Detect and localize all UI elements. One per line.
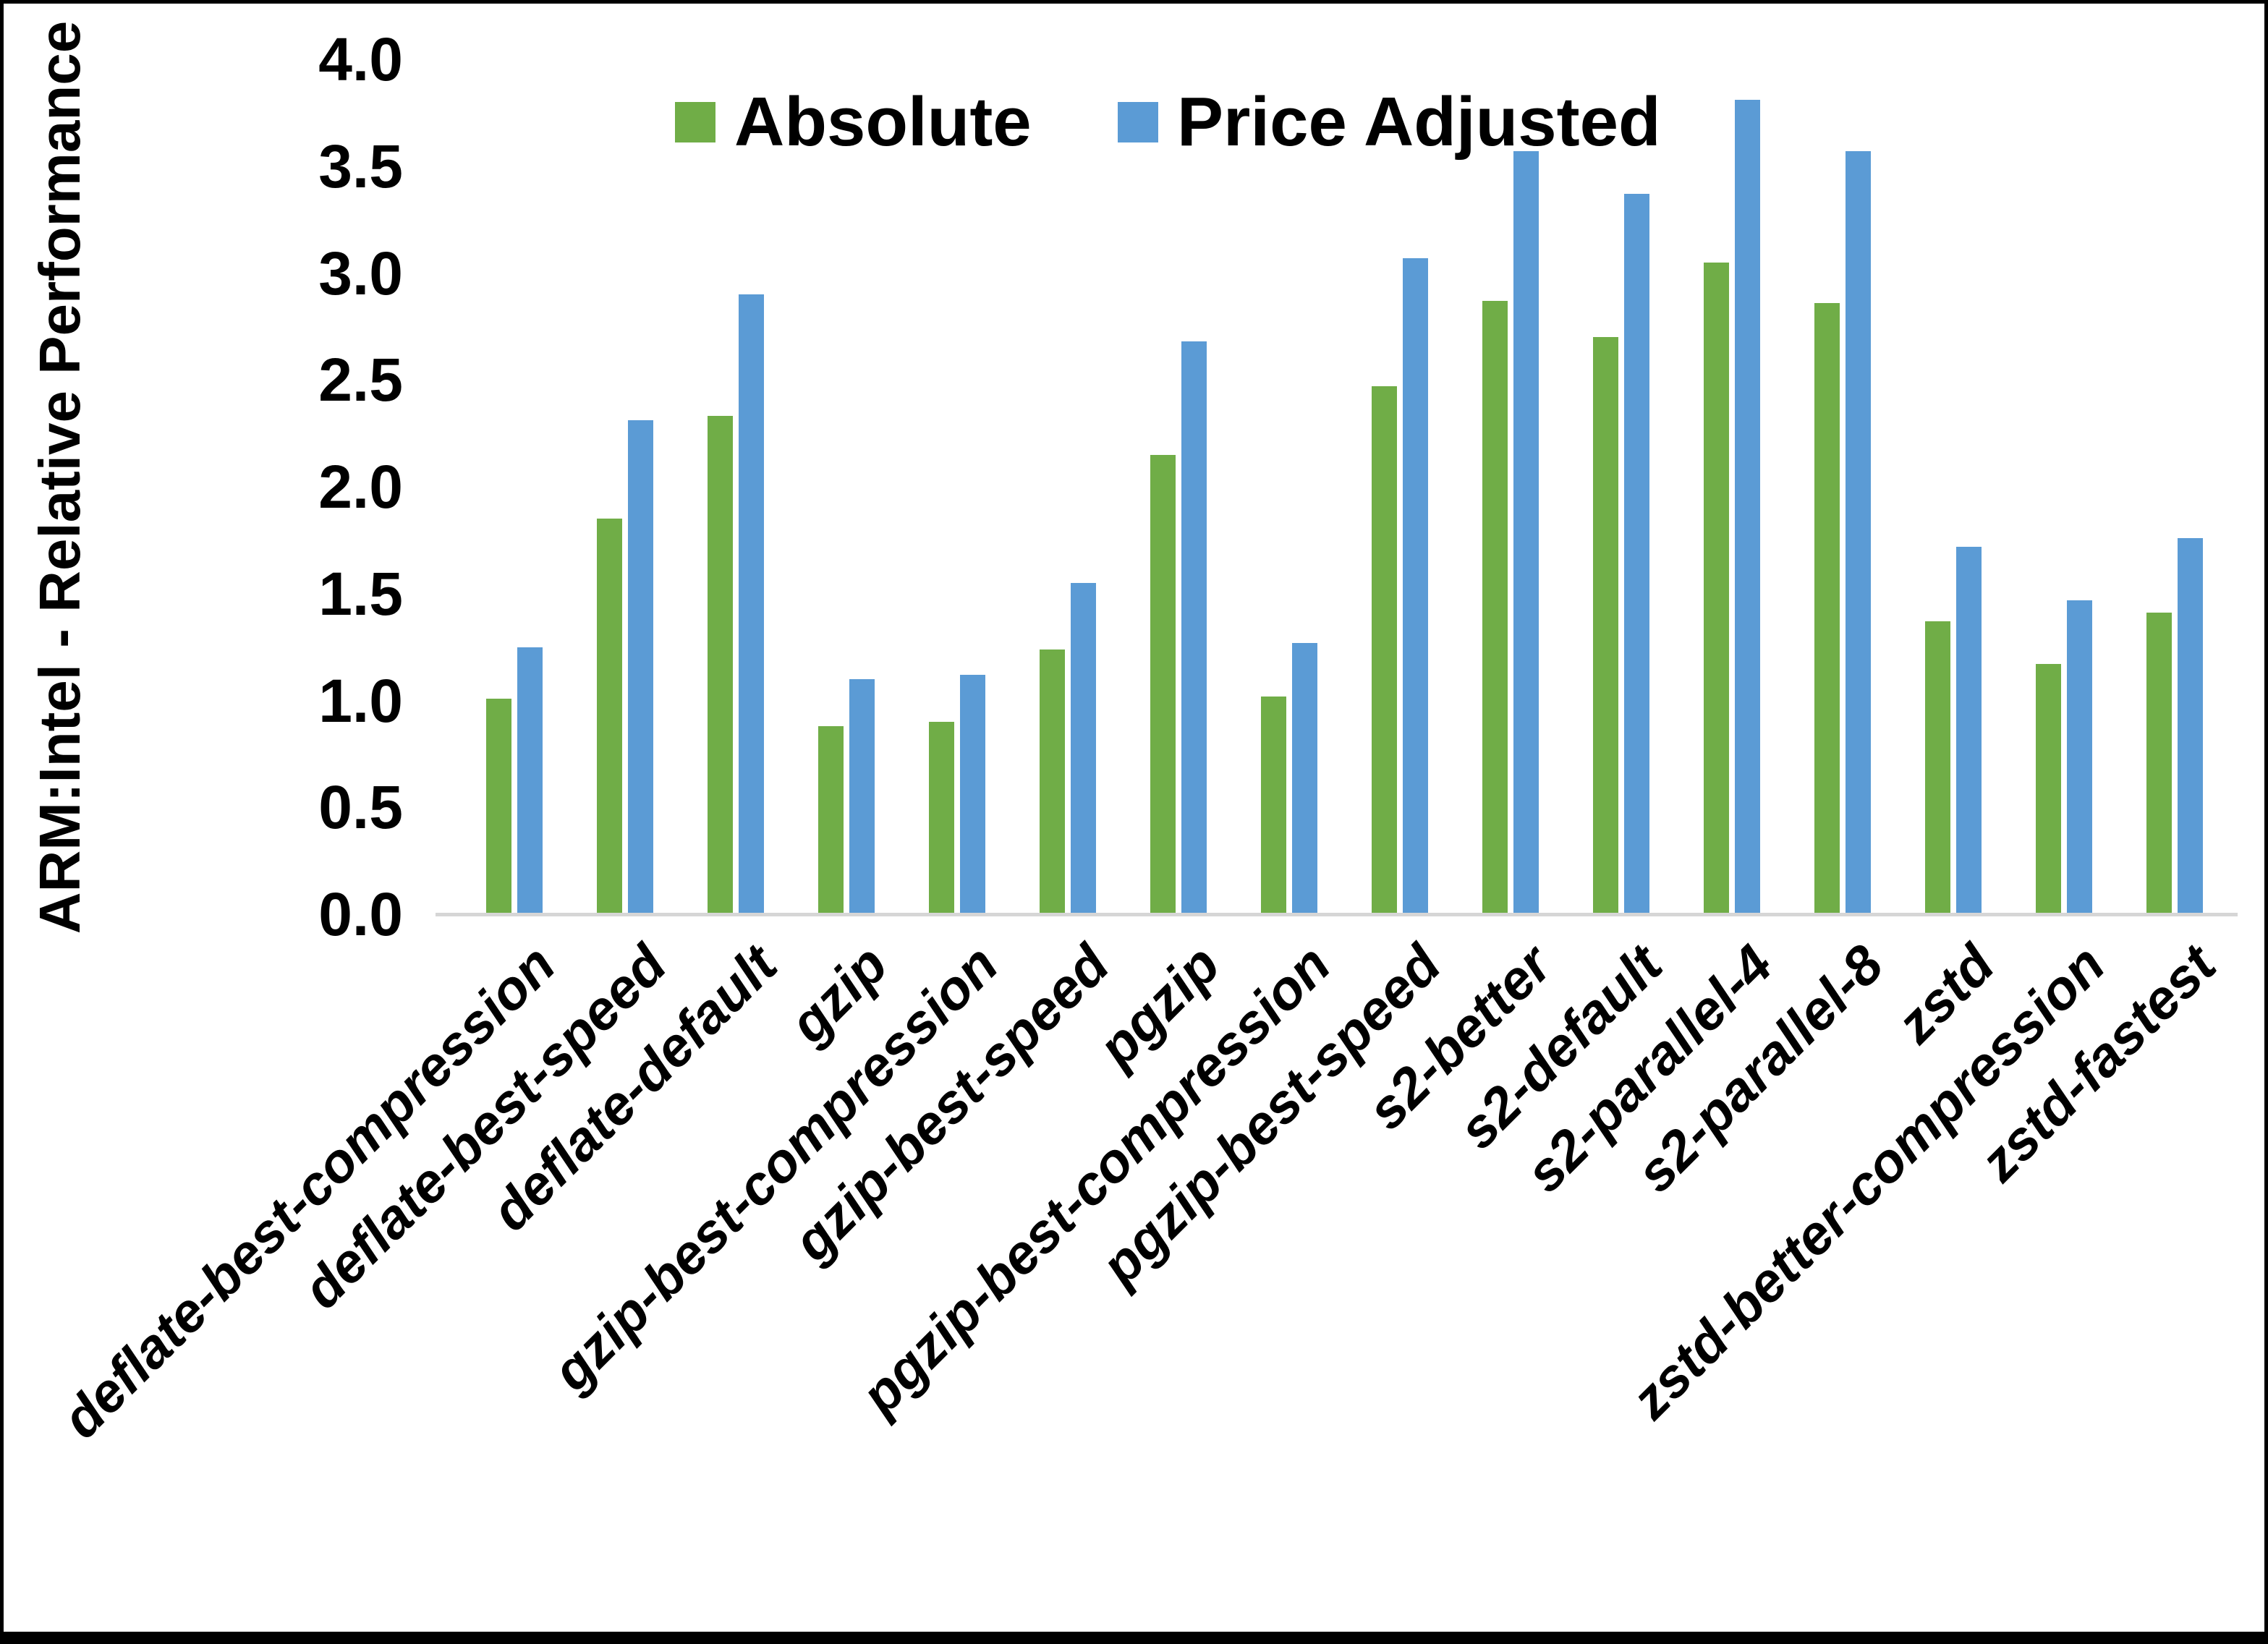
bar-absolute-zstd-better-compression <box>2036 664 2061 914</box>
y-tick-label: 3.0 <box>318 239 403 307</box>
y-axis-title: ARM:Intel - Relative Performance <box>27 20 92 934</box>
bar-price-adjusted-gzip-best-compression <box>960 675 985 914</box>
bar-price-adjusted-s2-parallel-8 <box>1846 151 1871 914</box>
bar-absolute-pgzip <box>1150 454 1176 914</box>
legend-label-absolute: Absolute <box>734 83 1032 161</box>
y-tick-label: 4.0 <box>318 25 403 93</box>
legend-swatch-absolute <box>675 102 715 142</box>
bar-price-adjusted-s2-default <box>1624 194 1649 914</box>
bar-price-adjusted-deflate-best-compression <box>517 647 543 914</box>
bar-absolute-gzip-best-compression <box>929 722 954 914</box>
bar-absolute-pgzip-best-speed <box>1372 386 1397 914</box>
bar-absolute-pgzip-best-compression <box>1261 696 1286 914</box>
bar-price-adjusted-deflate-best-speed <box>628 420 653 914</box>
bar-price-adjusted-gzip <box>849 678 875 914</box>
bar-absolute-zstd-fastest <box>2146 613 2172 914</box>
bar-price-adjusted-zstd-better-compression <box>2067 600 2092 914</box>
bar-absolute-deflate-best-compression <box>486 698 511 914</box>
x-axis-line <box>436 913 2238 916</box>
y-tick-label: 1.0 <box>318 666 403 735</box>
bar-absolute-s2-better <box>1482 300 1508 914</box>
bar-absolute-zstd <box>1925 621 1950 914</box>
bar-price-adjusted-pgzip <box>1181 341 1207 914</box>
bar-absolute-deflate-default <box>708 416 733 914</box>
bar-price-adjusted-s2-better <box>1513 151 1539 914</box>
legend-label-price-adjusted: Price Adjusted <box>1177 83 1661 161</box>
y-tick-label: 1.5 <box>318 559 403 628</box>
bar-price-adjusted-pgzip-best-compression <box>1292 642 1317 914</box>
y-tick-label: 2.0 <box>318 453 403 521</box>
y-tick-label: 3.5 <box>318 132 403 200</box>
y-tick-label: 2.5 <box>318 346 403 414</box>
y-tick-label: 0.5 <box>318 773 403 842</box>
y-tick-label: 0.0 <box>318 880 403 948</box>
bar-absolute-gzip <box>818 725 844 914</box>
bar-absolute-deflate-best-speed <box>597 519 622 914</box>
bar-price-adjusted-deflate-default <box>739 294 764 914</box>
bar-price-adjusted-zstd-fastest <box>2178 537 2203 914</box>
bar-price-adjusted-pgzip-best-speed <box>1403 257 1428 914</box>
bar-absolute-s2-parallel-4 <box>1704 262 1729 914</box>
bar-absolute-s2-parallel-8 <box>1814 302 1840 914</box>
bar-price-adjusted-gzip-best-speed <box>1071 582 1096 914</box>
legend-swatch-price-adjusted <box>1118 102 1158 142</box>
bar-absolute-s2-default <box>1593 337 1618 914</box>
bar-absolute-gzip-best-speed <box>1040 649 1065 914</box>
bar-price-adjusted-zstd <box>1956 546 1982 914</box>
bar-price-adjusted-s2-parallel-4 <box>1735 100 1760 914</box>
